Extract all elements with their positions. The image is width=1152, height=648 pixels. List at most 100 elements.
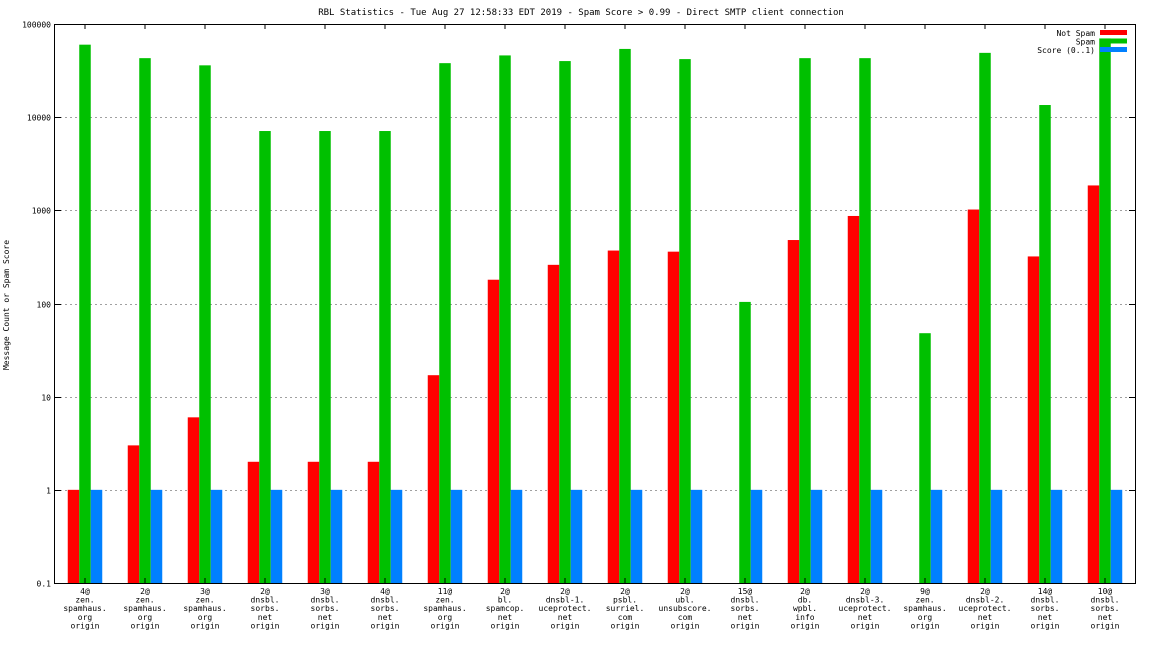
bar (967, 209, 980, 583)
x-category-label-line: com (678, 613, 693, 622)
x-category-label-line: surriel. (606, 604, 645, 613)
bar (990, 489, 1003, 583)
legend-label: Score (0..1) (1037, 46, 1095, 55)
bar (1039, 105, 1051, 584)
x-category-label-line: org (198, 613, 213, 622)
bar (787, 240, 800, 583)
y-tick-label: 10 (41, 394, 51, 403)
bar (187, 417, 200, 583)
x-category-label-line: unsubscore. (659, 604, 712, 613)
bar (390, 489, 403, 583)
bar (427, 375, 440, 583)
bar (139, 58, 151, 583)
legend-swatch (1100, 38, 1127, 44)
x-category-label-line: net (258, 613, 273, 622)
x-category-label-line: 4@ (380, 587, 390, 596)
x-category-label: 2@ dnsbl. sorbs. net origin (251, 587, 280, 630)
bar (979, 52, 991, 584)
bar (127, 445, 140, 583)
bar (307, 461, 320, 583)
x-category-label-line: dnsbl-2. (966, 596, 1005, 605)
x-category-label-line: dnsbl-1. (546, 596, 585, 605)
x-category-label-line: uceprotect. (839, 604, 892, 613)
x-category-label-line: 11@ (438, 587, 453, 596)
x-category-label: 11@ zen. spamhaus. org origin (423, 587, 466, 630)
x-category-label-line: info (795, 613, 814, 622)
x-category-label: 9@ zen. spamhaus. org origin (903, 587, 946, 630)
x-category-label-line: 9@ (920, 587, 930, 596)
grid-lines (55, 117, 1135, 491)
bar (379, 131, 391, 583)
x-category-label-line: 2@ (620, 587, 630, 596)
x-category-label-line: origin (311, 621, 340, 630)
x-category-label-line: 4@ (80, 587, 90, 596)
legend-swatch (1100, 30, 1127, 35)
bar (930, 489, 943, 583)
x-category-label-line: 3@ (200, 587, 210, 596)
x-category-label-line: spamhaus. (123, 604, 166, 613)
bar (330, 489, 343, 583)
x-category-label-line: uceprotect. (959, 604, 1012, 613)
x-category-label: 2@ psbl. surriel. com origin (606, 587, 645, 630)
x-category-label-line: origin (1091, 621, 1120, 630)
bar (199, 65, 211, 584)
x-category-label: 14@ dnsbl. sorbs. net origin (1031, 587, 1060, 630)
x-category-label-line: org (78, 613, 93, 622)
bar (1050, 489, 1063, 583)
x-category-label: 3@ dnsbl. sorbs. net origin (311, 587, 340, 630)
x-category-label: 10@ dnsbl. sorbs. net origin (1091, 587, 1120, 630)
bar (847, 215, 860, 583)
x-category-label-line: origin (71, 621, 100, 630)
x-category-label-line: zen. (915, 596, 934, 605)
x-category-label-line: dnsbl. (1031, 596, 1060, 605)
x-category-label-line: wpbl. (793, 604, 817, 613)
bar (750, 489, 763, 583)
bar (607, 250, 620, 583)
x-category-label-line: net (318, 613, 333, 622)
plot-frame (54, 24, 1136, 584)
x-category-label-line: net (558, 613, 573, 622)
x-category-label-line: org (438, 613, 453, 622)
x-category-label: 2@ zen. spamhaus. org origin (123, 587, 166, 630)
bar (510, 489, 523, 583)
x-category-label-line: zen. (195, 596, 214, 605)
bar (559, 61, 571, 583)
x-category-label-line: org (918, 613, 933, 622)
x-category-label-line: psbl. (613, 596, 637, 605)
x-category-label-line: 14@ (1038, 587, 1053, 596)
bar (247, 461, 260, 583)
x-category-label-line: origin (611, 621, 640, 630)
y-tick-label: 100000 (22, 21, 51, 30)
x-category-label-line: dnsbl. (371, 596, 400, 605)
x-category-label-line: dnsbl. (311, 596, 340, 605)
legend-swatch (1100, 47, 1127, 52)
x-category-label-line: 2@ (500, 587, 510, 596)
bar (499, 55, 511, 584)
bar (630, 489, 643, 583)
x-category-label: 15@ dnsbl. sorbs. net origin (731, 587, 760, 630)
x-category-label-line: origin (731, 621, 760, 630)
bar (90, 489, 103, 583)
x-category-label: 4@ dnsbl. sorbs. net origin (371, 587, 400, 630)
bar (919, 333, 931, 583)
y-tick-label: 100 (37, 301, 52, 310)
x-category-label-line: 2@ (140, 587, 150, 596)
y-tick-label: 10000 (27, 114, 51, 123)
x-category-label-line: 10@ (1098, 587, 1113, 596)
x-category-label-line: sorbs. (1031, 604, 1060, 613)
x-category-label-line: sorbs. (311, 604, 340, 613)
x-category-label-line: 2@ (800, 587, 810, 596)
y-axis-label: Message Count or Spam Score (2, 240, 11, 370)
x-category-label-line: net (498, 613, 513, 622)
bar (570, 489, 583, 583)
x-category-label-line: spamhaus. (183, 604, 226, 613)
x-category-label-line: uceprotect. (539, 604, 592, 613)
x-category-label-line: origin (1031, 621, 1060, 630)
x-category-label-line: net (378, 613, 393, 622)
x-category-label-line: sorbs. (371, 604, 400, 613)
x-category-label: 2@ ubl. unsubscore. com origin (659, 587, 712, 630)
y-tick-label: 0.1 (37, 580, 52, 589)
x-category-label-line: 2@ (980, 587, 990, 596)
x-category-label-line: com (618, 613, 633, 622)
x-category-label-line: db. (798, 596, 812, 605)
